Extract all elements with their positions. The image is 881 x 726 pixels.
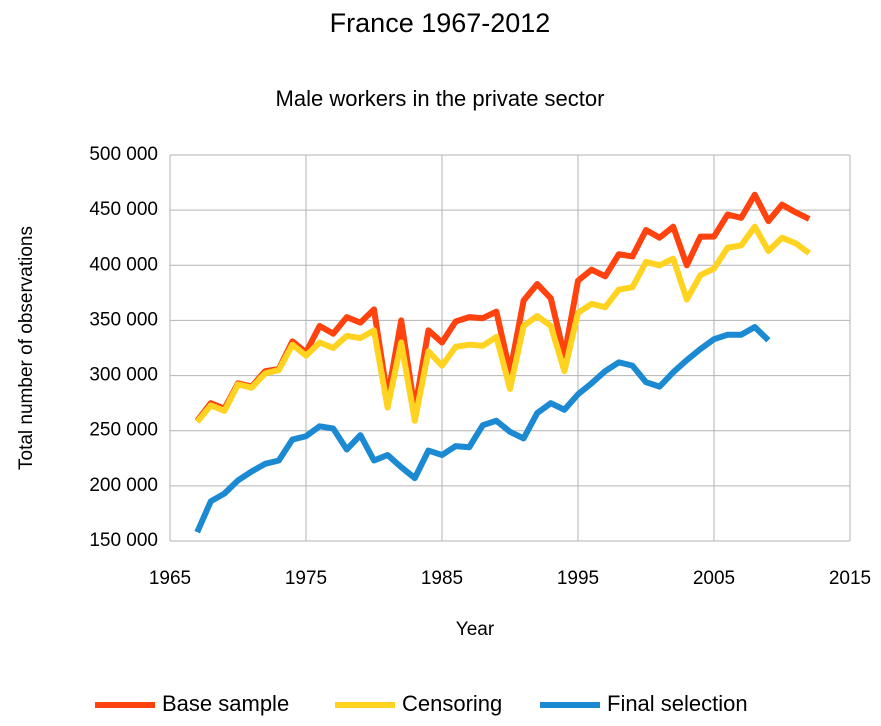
data-line — [194, 191, 811, 423]
y-axis-label: Total number of observations — [16, 226, 37, 470]
y-tick-label: 150 000 — [89, 530, 158, 551]
legend-label: Final selection — [607, 691, 748, 716]
chart-subtitle: Male workers in the private sector — [276, 86, 605, 111]
data-line — [194, 324, 771, 534]
y-tick-label: 400 000 — [89, 254, 158, 275]
data-line — [194, 223, 811, 424]
x-tick-label: 2015 — [829, 568, 871, 589]
x-tick-label: 2005 — [693, 568, 735, 589]
y-tick-label: 300 000 — [89, 365, 158, 386]
y-tick-label: 500 000 — [89, 144, 158, 165]
y-tick-label: 200 000 — [89, 475, 158, 496]
y-tick-label: 250 000 — [89, 420, 158, 441]
legend-label: Base sample — [162, 691, 289, 716]
chart-title: France 1967-2012 — [330, 8, 551, 38]
x-tick-label: 1985 — [421, 568, 463, 589]
y-tick-label: 450 000 — [89, 199, 158, 220]
y-tick-label: 350 000 — [89, 309, 158, 330]
legend-label: Censoring — [402, 691, 502, 716]
x-tick-label: 1995 — [557, 568, 599, 589]
x-axis-label: Year — [456, 619, 495, 640]
x-tick-label: 1975 — [285, 568, 327, 589]
x-tick-label: 1965 — [149, 568, 191, 589]
